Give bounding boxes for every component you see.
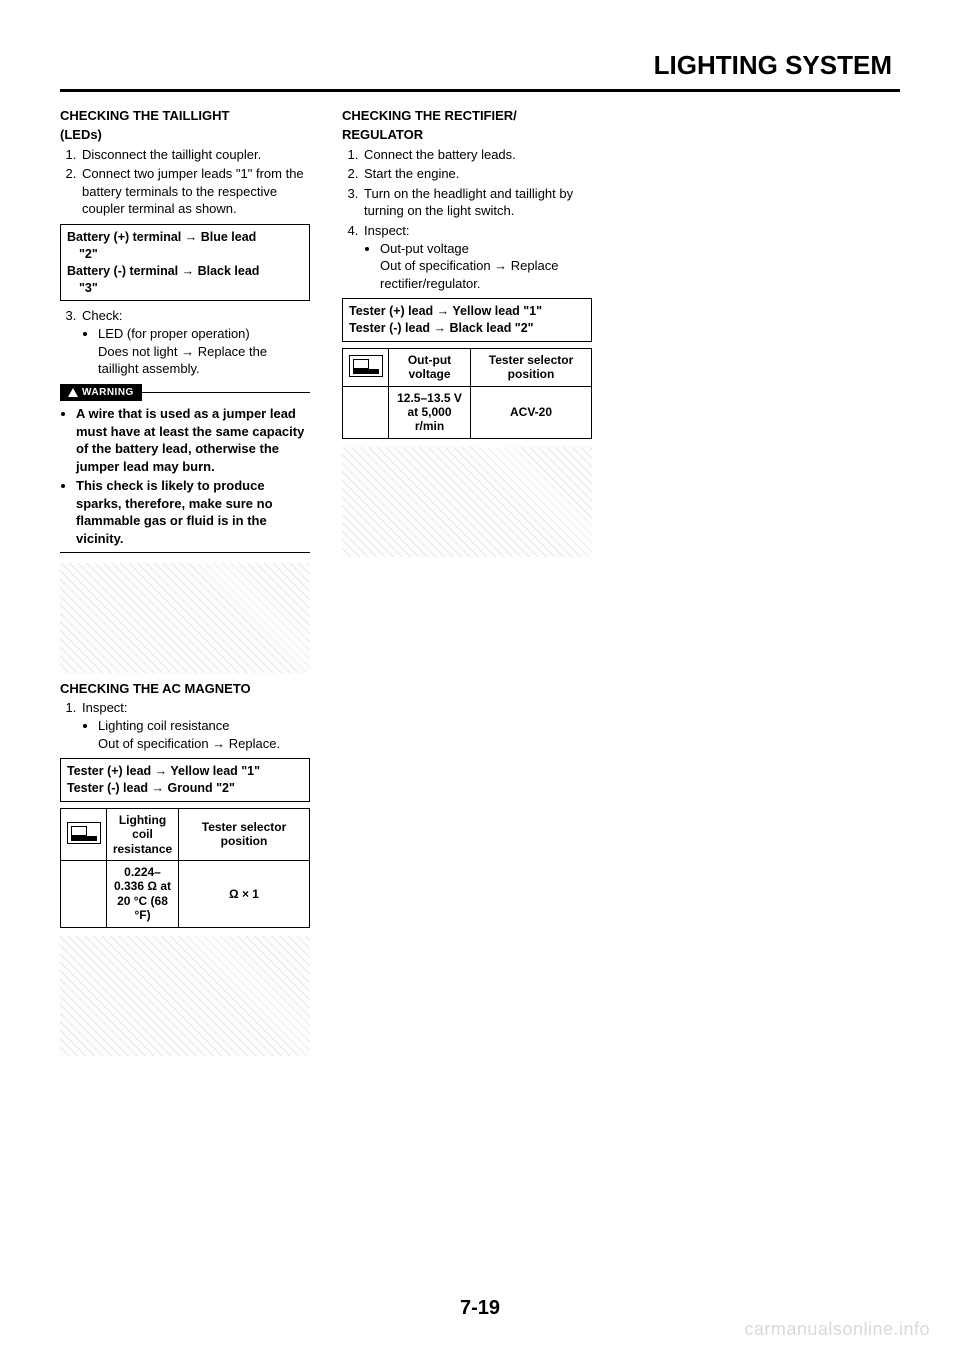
section-heading-rectifier-l2: REGULATOR [342,127,592,144]
tester-lead-box: Tester (+) lead → Yellow lead "1" Tester… [60,758,310,802]
box-line: Battery (+) terminal → Blue lead [67,230,256,244]
divider-top [60,89,900,92]
content-columns: CHECKING THE TAILLIGHT (LEDs) Disconnect… [60,108,900,1064]
list-item: Check: LED (for proper operation) Does n… [80,307,310,377]
warning-rule [142,392,310,393]
table-cell [61,860,107,927]
page-number: 7-19 [0,1297,960,1320]
step-label: Check: [82,308,122,323]
illustration-magneto [60,936,310,1056]
table-row: 0.224–0.336 Ω at 20 °C (68 °F) Ω × 1 [61,860,310,927]
warning-badge: WARNING [60,384,142,402]
sub-bullets: Lighting coil resistance Out of specific… [82,717,310,752]
illustration-rectifier [342,447,592,557]
list-item: Connect the battery leads. [362,146,592,164]
table-cell-icon [61,808,107,860]
list-item: A wire that is used as a jumper lead mus… [76,405,310,475]
column-left: CHECKING THE TAILLIGHT (LEDs) Disconnect… [60,108,310,1064]
rectifier-spec-table: Out-put voltage Tester selector position… [342,348,592,439]
section-heading-magneto: CHECKING THE AC MAGNETO [60,681,310,698]
warning-header: WARNING [60,384,310,402]
list-item: Lighting coil resistance Out of specific… [98,717,310,752]
list-item: Disconnect the taillight coupler. [80,146,310,164]
list-item: Start the engine. [362,165,592,183]
table-cell: Ω × 1 [179,860,310,927]
taillight-steps-cont: Check: LED (for proper operation) Does n… [60,307,310,377]
table-row: Lighting coil resistance Tester selector… [61,808,310,860]
magneto-steps: Inspect: Lighting coil resistance Out of… [60,699,310,752]
table-header: Tester selector position [179,808,310,860]
table-cell-icon [343,348,389,386]
list-item: Connect two jumper leads "1" from the ba… [80,165,310,218]
warning-end-rule [60,552,310,553]
step-label: Inspect: [82,700,128,715]
box-line-indent: "3" [67,280,303,297]
sub-bullets: LED (for proper operation) Does not ligh… [82,325,310,378]
section-heading-taillight-l2: (LEDs) [60,127,310,144]
table-cell: 12.5–13.5 V at 5,000 r/min [389,386,471,438]
table-row: 12.5–13.5 V at 5,000 r/min ACV-20 [343,386,592,438]
box-line: Tester (+) lead → Yellow lead "1" [349,304,542,318]
tester-icon [67,822,101,844]
table-header: Lighting coil resistance [107,808,179,860]
tester-lead-box: Tester (+) lead → Yellow lead "1" Tester… [342,298,592,342]
terminal-box: Battery (+) terminal → Blue lead "2" Bat… [60,224,310,302]
list-item: Inspect: Lighting coil resistance Out of… [80,699,310,752]
bullet-text: Lighting coil resistance [98,718,230,733]
warning-label: WARNING [82,386,134,400]
table-row: Out-put voltage Tester selector position [343,348,592,386]
list-item: LED (for proper operation) Does not ligh… [98,325,310,378]
table-header: Out-put voltage [389,348,471,386]
box-line-indent: "2" [67,246,303,263]
table-cell: 0.224–0.336 Ω at 20 °C (68 °F) [107,860,179,927]
tester-icon [349,355,383,377]
table-cell [343,386,389,438]
warning-list: A wire that is used as a jumper lead mus… [60,405,310,547]
list-item: Turn on the headlight and taillight by t… [362,185,592,220]
section-heading-taillight-l1: CHECKING THE TAILLIGHT [60,108,310,125]
page: LIGHTING SYSTEM CHECKING THE TAILLIGHT (… [0,0,960,1358]
box-line: Tester (+) lead → Yellow lead "1" [67,764,260,778]
list-item: This check is likely to produce sparks, … [76,477,310,547]
table-header: Tester selector position [471,348,592,386]
warning-triangle-icon [68,388,78,397]
box-line: Tester (-) lead → Ground "2" [67,781,235,795]
list-item: Inspect: Out-put voltage Out of specific… [362,222,592,292]
list-item: Out-put voltage Out of specification → R… [380,240,592,293]
box-line: Tester (-) lead → Black lead "2" [349,321,534,335]
magneto-spec-table: Lighting coil resistance Tester selector… [60,808,310,928]
illustration-taillight [60,563,310,673]
bullet-sub: Out of specification → Replace rectifier… [380,257,592,292]
bullet-text: Out-put voltage [380,241,469,256]
section-heading-rectifier-l1: CHECKING THE RECTIFIER/ [342,108,592,125]
taillight-steps: Disconnect the taillight coupler. Connec… [60,146,310,218]
bullet-sub: Out of specification → Replace. [98,735,310,753]
column-right [624,108,874,1064]
rectifier-steps: Connect the battery leads. Start the eng… [342,146,592,292]
watermark: carmanualsonline.info [744,1319,930,1340]
bullet-sub: Does not light → Replace the taillight a… [98,343,310,378]
box-line: Battery (-) terminal → Black lead [67,264,259,278]
column-middle: CHECKING THE RECTIFIER/ REGULATOR Connec… [342,108,592,1064]
sub-bullets: Out-put voltage Out of specification → R… [364,240,592,293]
table-cell: ACV-20 [471,386,592,438]
step-label: Inspect: [364,223,410,238]
chapter-title: LIGHTING SYSTEM [60,50,900,81]
bullet-text: LED (for proper operation) [98,326,250,341]
